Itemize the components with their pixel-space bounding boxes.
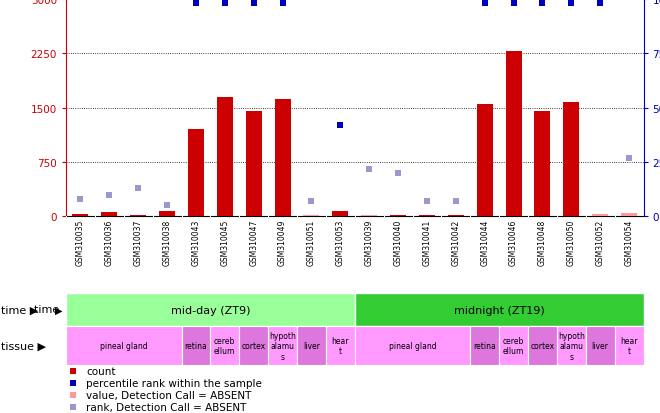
Text: GSM310042: GSM310042 [451, 219, 460, 265]
Bar [564, 103, 579, 217]
Text: percentile rank within the sample: percentile rank within the sample [86, 378, 262, 388]
Text: retina: retina [185, 342, 207, 350]
Text: GSM310040: GSM310040 [393, 219, 403, 266]
Text: GSM310051: GSM310051 [307, 219, 316, 265]
Text: GSM310052: GSM310052 [596, 219, 605, 265]
Text: GSM310036: GSM310036 [105, 219, 114, 266]
Bar [188, 130, 204, 217]
Bar [268, 326, 297, 366]
Bar [355, 293, 644, 326]
Text: pineal gland: pineal gland [389, 342, 436, 350]
Bar [499, 326, 528, 366]
Text: GSM310050: GSM310050 [567, 219, 576, 266]
Bar [557, 326, 586, 366]
Text: GSM310048: GSM310048 [538, 219, 547, 265]
Text: cortex: cortex [242, 342, 266, 350]
Bar [130, 215, 146, 217]
Text: liver: liver [303, 342, 320, 350]
Bar [66, 293, 355, 326]
Text: cereb
ellum: cereb ellum [503, 336, 524, 356]
Bar [182, 326, 211, 366]
Bar [102, 212, 117, 217]
Text: hypoth
alamu
s: hypoth alamu s [269, 331, 296, 361]
Bar [477, 105, 492, 217]
Text: GSM310047: GSM310047 [249, 219, 258, 266]
Bar [66, 326, 182, 366]
Text: cortex: cortex [531, 342, 554, 350]
Text: GSM310039: GSM310039 [365, 219, 374, 266]
Text: time: time [34, 305, 63, 315]
Bar [297, 326, 326, 366]
Text: ▶: ▶ [55, 305, 63, 315]
Text: GSM310046: GSM310046 [509, 219, 518, 266]
Bar [528, 326, 557, 366]
Bar [333, 212, 348, 217]
Bar [535, 112, 550, 217]
Bar [506, 52, 521, 217]
Bar [159, 212, 175, 217]
Bar [361, 215, 377, 217]
Text: value, Detection Call = ABSENT: value, Detection Call = ABSENT [86, 390, 251, 400]
Bar [275, 100, 290, 217]
Text: hear
t: hear t [331, 336, 349, 356]
Text: GSM310041: GSM310041 [422, 219, 432, 265]
Text: hypoth
alamu
s: hypoth alamu s [558, 331, 585, 361]
Text: retina: retina [473, 342, 496, 350]
Bar [614, 326, 644, 366]
Bar [304, 215, 319, 217]
Bar [448, 215, 464, 217]
Text: time ▶: time ▶ [1, 305, 38, 315]
Bar [419, 215, 435, 217]
Bar [621, 214, 637, 217]
Text: pineal gland: pineal gland [100, 342, 148, 350]
Text: GSM310044: GSM310044 [480, 219, 489, 266]
Bar [586, 326, 614, 366]
Text: rank, Detection Call = ABSENT: rank, Detection Call = ABSENT [86, 402, 247, 412]
Bar [592, 214, 608, 217]
Bar [246, 112, 261, 217]
Bar [355, 326, 470, 366]
Text: cereb
ellum: cereb ellum [214, 336, 236, 356]
Bar [390, 215, 406, 217]
Bar [73, 215, 88, 217]
Text: hear
t: hear t [620, 336, 638, 356]
Text: midnight (ZT19): midnight (ZT19) [454, 305, 544, 315]
Text: GSM310054: GSM310054 [624, 219, 634, 266]
Text: GSM310045: GSM310045 [220, 219, 229, 266]
Text: GSM310053: GSM310053 [336, 219, 345, 266]
Text: tissue ▶: tissue ▶ [1, 341, 46, 351]
Text: GSM310049: GSM310049 [278, 219, 287, 266]
Bar [211, 326, 239, 366]
Bar [239, 326, 268, 366]
Text: count: count [86, 366, 116, 376]
Text: liver: liver [592, 342, 609, 350]
Bar [470, 326, 499, 366]
Text: GSM310037: GSM310037 [134, 219, 143, 266]
Text: mid-day (ZT9): mid-day (ZT9) [171, 305, 250, 315]
Text: GSM310038: GSM310038 [162, 219, 172, 265]
Text: GSM310043: GSM310043 [191, 219, 201, 266]
Bar [326, 326, 355, 366]
Bar [217, 97, 233, 217]
Text: GSM310035: GSM310035 [76, 219, 85, 266]
